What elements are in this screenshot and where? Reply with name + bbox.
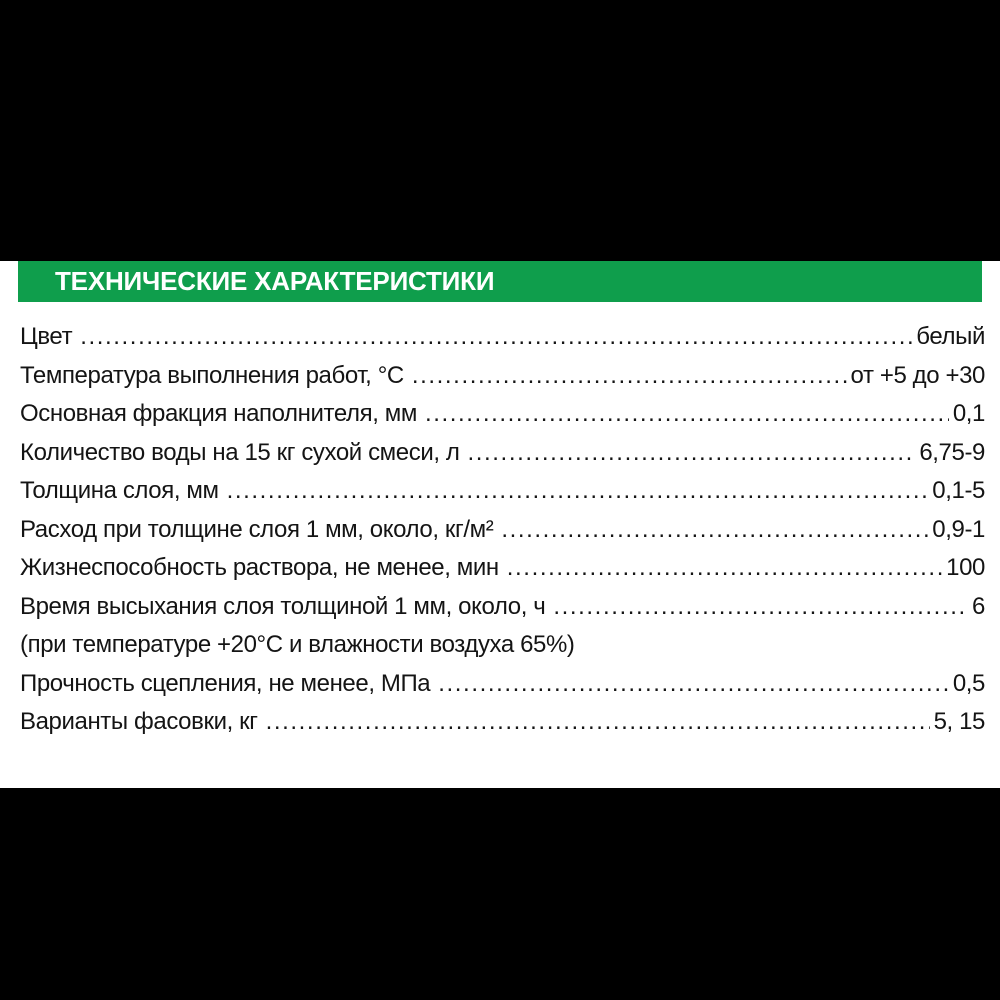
section-title: ТЕХНИЧЕСКИЕ ХАРАКТЕРИСТИКИ <box>55 266 495 296</box>
spec-row: Расход при толщине слоя 1 мм, около, кг/… <box>20 511 985 550</box>
spec-row: Время высыхания слоя толщиной 1 мм, окол… <box>20 588 985 627</box>
spec-value: от +5 до +30 <box>850 361 986 389</box>
spec-value: 0,9-1 <box>932 515 985 543</box>
spec-row: (при температуре +20°С и влажности возду… <box>20 626 985 665</box>
spec-row: Температура выполнения работ, °С от +5 д… <box>20 357 985 396</box>
dotted-leader <box>501 511 928 550</box>
spec-row: Количество воды на 15 кг сухой смеси, л … <box>20 434 985 473</box>
spec-label: Количество воды на 15 кг сухой смеси, л <box>20 438 460 466</box>
spec-list: Цвет белый Температура выполнения работ,… <box>20 318 985 742</box>
spec-value: 0,5 <box>952 669 986 697</box>
spec-row: Толщина слоя, мм 0,1-5 <box>20 472 985 511</box>
spec-label: Цвет <box>20 323 73 350</box>
spec-value: 0,1-5 <box>932 477 985 504</box>
spec-row: Основная фракция наполнителя, мм 0,1 <box>20 395 985 434</box>
spec-label: Толщина слоя, мм <box>20 477 219 504</box>
spec-row: Варианты фасовки, кг 5, 15 <box>20 703 985 742</box>
bottom-black-band <box>0 788 1000 1000</box>
dotted-leader <box>507 549 942 588</box>
spec-value: 100 <box>946 554 985 581</box>
dotted-leader <box>553 588 968 627</box>
spec-value: 0,1 <box>952 400 986 427</box>
dotted-leader <box>266 703 930 742</box>
dotted-leader <box>467 434 915 473</box>
spec-label: Варианты фасовки, кг <box>20 708 258 735</box>
spec-label: (при температуре +20°С и влажности возду… <box>20 631 575 658</box>
spec-row: Жизнеспособность раствора, не менее, мин… <box>20 549 985 588</box>
spec-row: Цвет белый <box>20 318 985 357</box>
spec-value: 6,75-9 <box>919 438 985 466</box>
dotted-leader <box>80 318 912 357</box>
spec-label: Температура выполнения работ, °С <box>20 361 404 389</box>
spec-value: 5, 15 <box>933 708 986 735</box>
spec-label: Расход при толщине слоя 1 мм, около, кг/… <box>20 515 494 543</box>
content-area: ТЕХНИЧЕСКИЕ ХАРАКТЕРИСТИКИ Цвет белый Те… <box>0 261 1000 788</box>
section-header-bar: ТЕХНИЧЕСКИЕ ХАРАКТЕРИСТИКИ <box>18 261 982 302</box>
spec-label: Прочность сцепления, не менее, МПа <box>20 669 431 697</box>
dotted-leader <box>227 472 929 511</box>
spec-row: Прочность сцепления, не менее, МПа 0,5 <box>20 665 985 704</box>
dotted-leader <box>425 395 949 434</box>
spec-value: 6 <box>972 592 985 620</box>
dotted-leader <box>438 665 949 704</box>
spec-label: Жизнеспособность раствора, не менее, мин <box>20 554 499 581</box>
spec-label: Основная фракция наполнителя, мм <box>20 400 417 427</box>
spec-label: Время высыхания слоя толщиной 1 мм, окол… <box>20 592 546 620</box>
dotted-leader <box>412 357 847 396</box>
top-black-band <box>0 0 1000 238</box>
spec-value: белый <box>916 323 985 350</box>
